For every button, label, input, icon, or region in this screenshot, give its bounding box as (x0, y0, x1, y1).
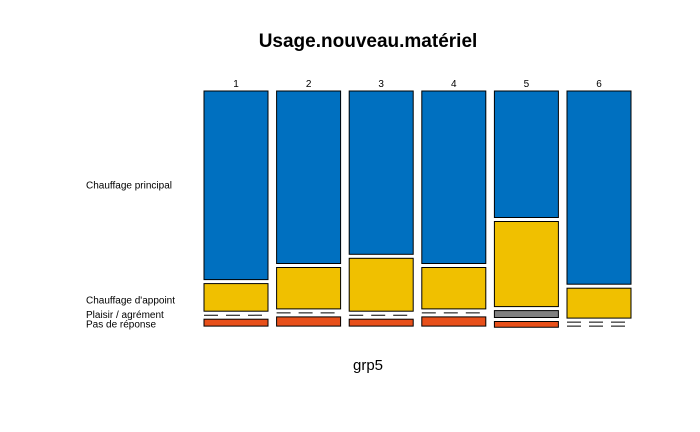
chart-title: Usage.nouveau.matériel (259, 31, 478, 52)
tile-5-pas-de-reponse (493, 321, 559, 328)
tile-5-chauffage-d-appoint (493, 221, 559, 308)
category-label-chauffage-principal: Chauffage principal (86, 180, 172, 191)
tile-3-pas-de-reponse (348, 318, 414, 327)
tile-2-chauffage-principal (276, 90, 342, 264)
column-label-5: 5 (524, 79, 530, 90)
column-tick-labels: 1 2 3 4 5 6 (233, 79, 602, 90)
tile-3-chauffage-d-appoint (348, 257, 414, 312)
plot-area (203, 90, 632, 328)
x-axis-label: grp5 (353, 357, 383, 374)
tile-1-pas-de-reponse (203, 318, 269, 327)
tile-4-chauffage-d-appoint (421, 267, 487, 310)
category-label-plaisir-agrement: Plaisir / agrément (86, 310, 164, 321)
tile-4-chauffage-principal (421, 90, 487, 264)
tile-4-pas-de-reponse (421, 316, 487, 327)
tile-6-chauffage-principal (566, 90, 632, 285)
tile-2-chauffage-d-appoint (276, 267, 342, 310)
category-label-chauffage-d-appoint: Chauffage d'appoint (86, 295, 175, 306)
category-label-pas-de-reponse: Pas de réponse (86, 320, 156, 331)
tile-1-chauffage-principal (203, 90, 269, 281)
column-label-4: 4 (451, 79, 457, 90)
column-label-2: 2 (306, 79, 312, 90)
tile-5-chauffage-principal (493, 90, 559, 218)
category-labels: Chauffage principal Chauffage d'appoint Pl… (86, 180, 175, 330)
column-label-6: 6 (596, 79, 602, 90)
tile-5-plaisir-agrement (493, 310, 559, 319)
tile-3-chauffage-principal (348, 90, 414, 255)
tile-6-chauffage-d-appoint (566, 287, 632, 319)
tile-1-chauffage-d-appoint (203, 283, 269, 312)
column-label-3: 3 (378, 79, 384, 90)
tile-2-pas-de-reponse (276, 316, 342, 327)
column-label-1: 1 (233, 79, 239, 90)
